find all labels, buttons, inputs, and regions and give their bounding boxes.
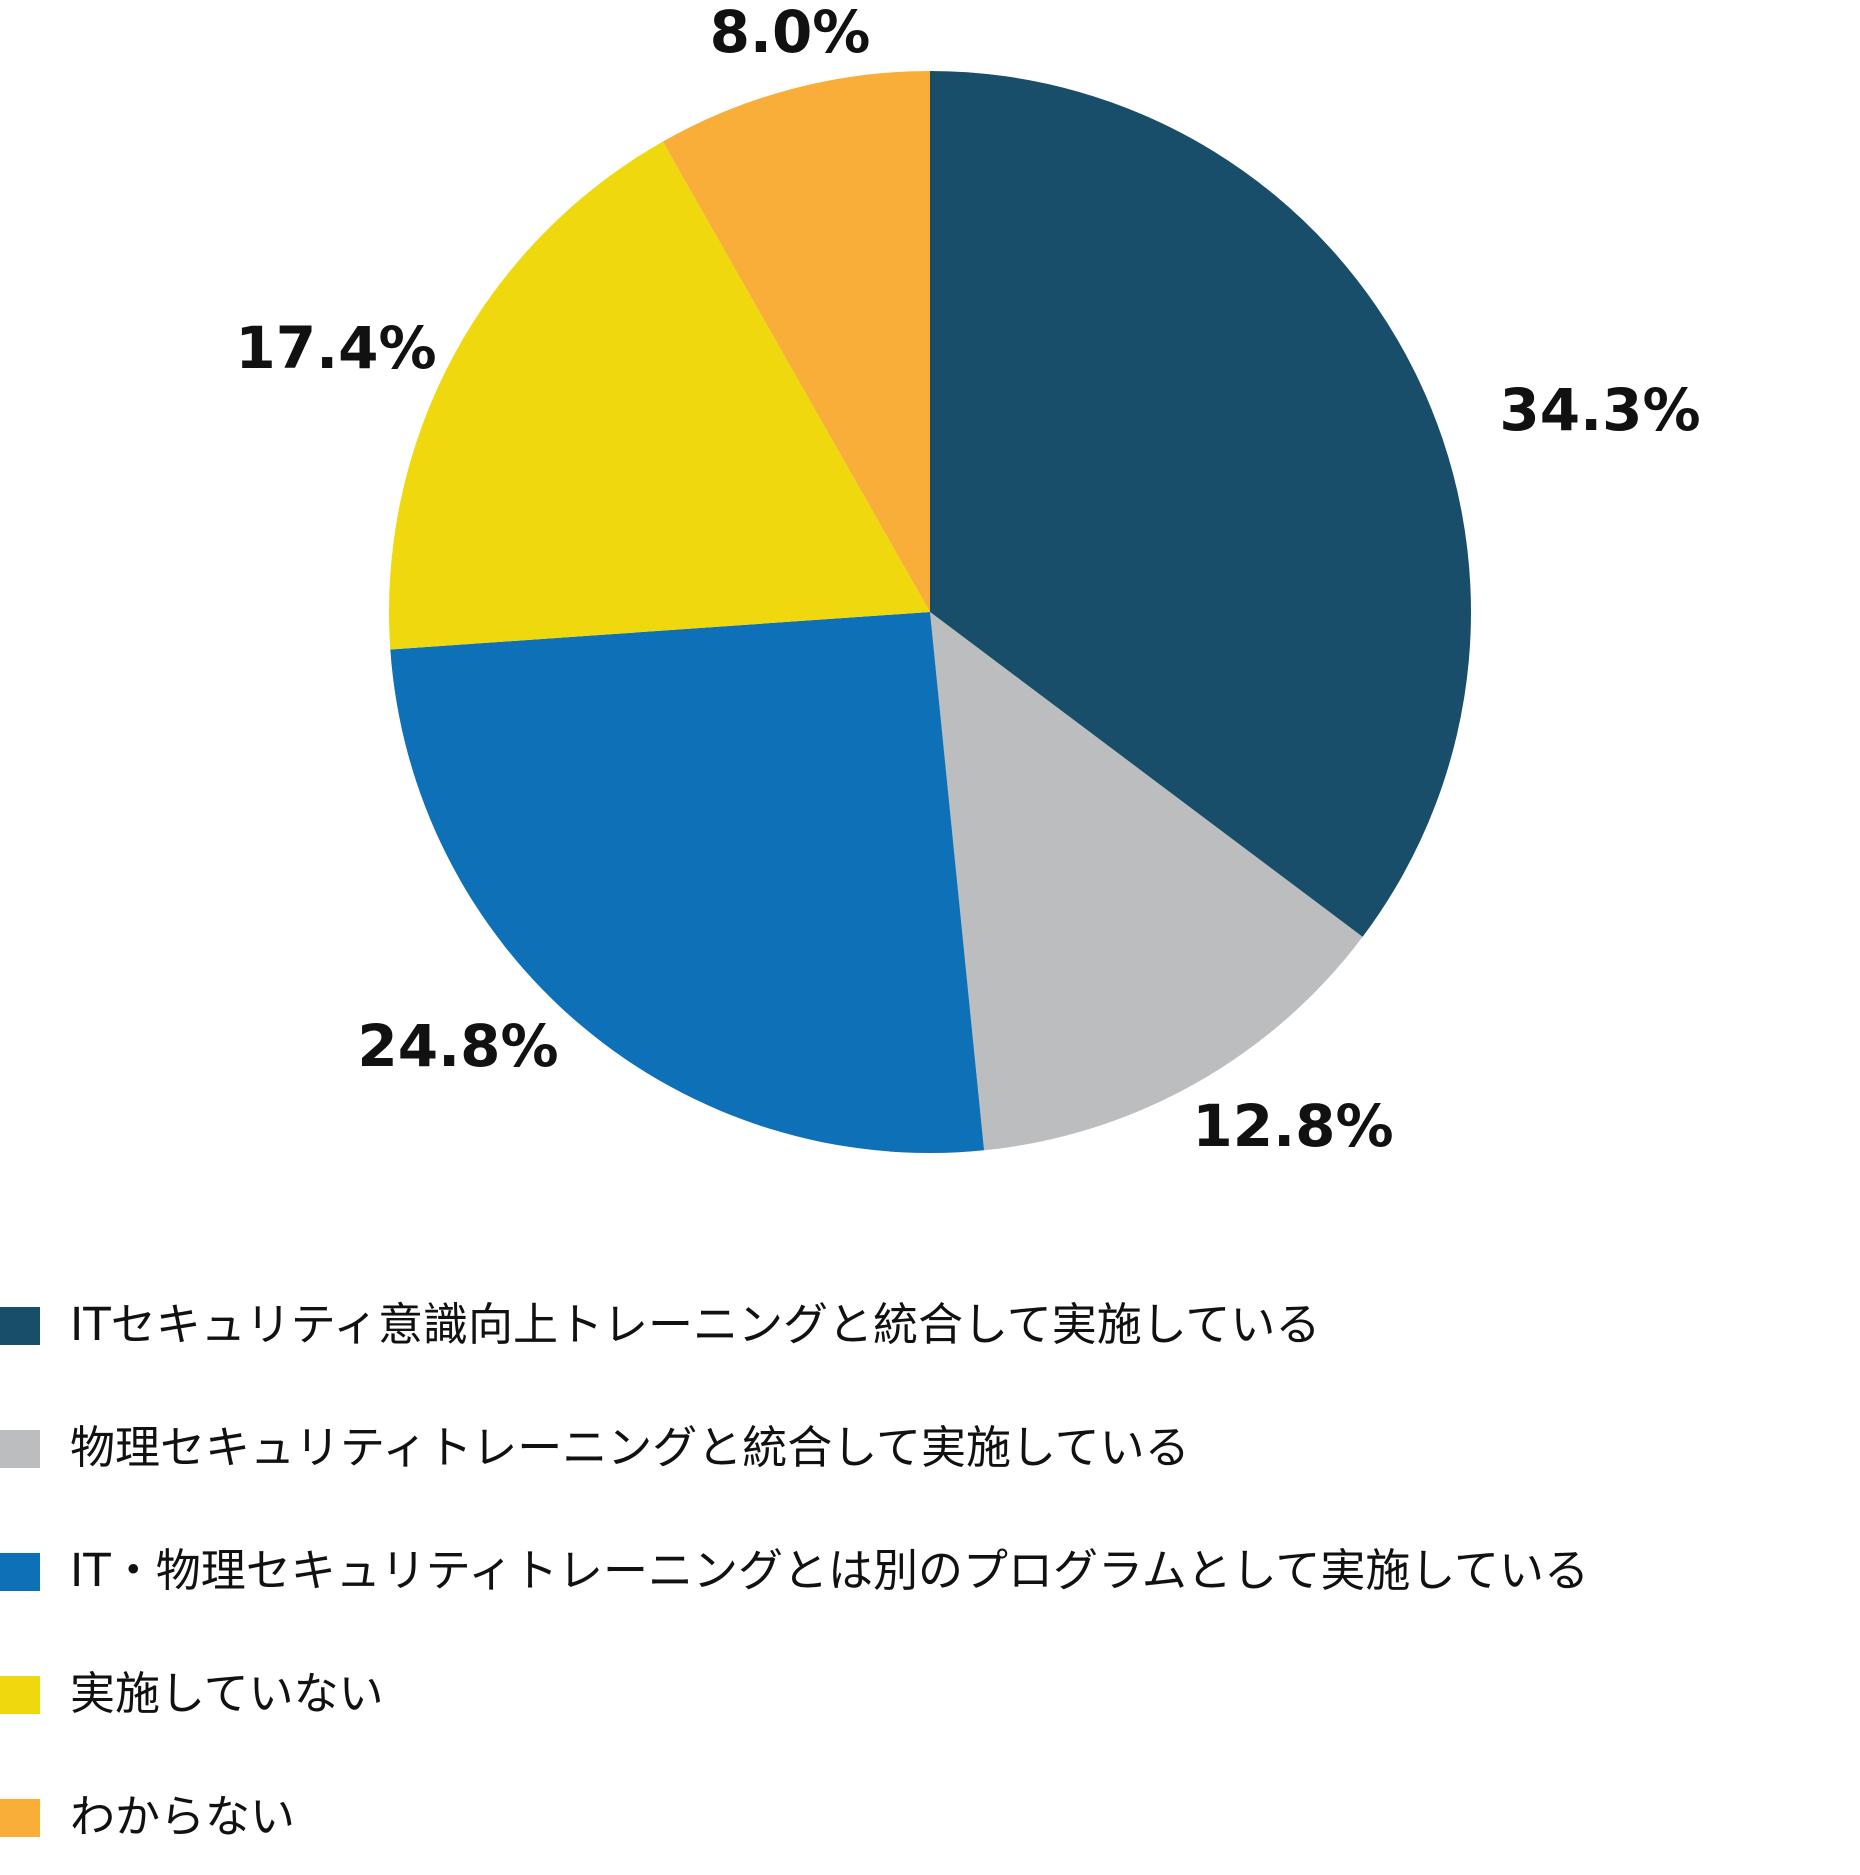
legend-label: ITセキュリティ意識向上トレーニングと統合して実施している [70,1298,1321,1351]
legend-label: わからない [70,1790,296,1843]
data-label-not-implemented: 17.4% [235,314,436,382]
pie-slice-not-implemented [388,141,930,650]
legend-swatch [0,1799,40,1837]
legend-label: 物理セキュリティトレーニングと統合して実施している [70,1421,1190,1474]
legend-swatch [0,1430,40,1468]
data-label-physical-integrated: 12.8% [1192,1092,1393,1160]
pie-slice-separate-program [390,612,985,1153]
legend-label: IT・物理セキュリティトレーニングとは別のプログラムとして実施している [70,1544,1590,1597]
data-label-it-integrated: 34.3% [1499,376,1700,444]
pie-slice-physical-integrated [930,612,1363,1151]
legend-swatch [0,1553,40,1591]
pie-chart: 34.3% 12.8% 24.8% 17.4% 8.0% [235,0,1700,1160]
pie-slice-unknown [662,71,930,612]
pie-slice-it-integrated [930,71,1472,937]
data-label-separate-program: 24.8% [357,1012,558,1080]
legend-swatch [0,1676,40,1714]
data-label-unknown: 8.0% [710,0,871,66]
legend-label: 実施していない [70,1667,384,1720]
legend-swatch [0,1307,40,1345]
